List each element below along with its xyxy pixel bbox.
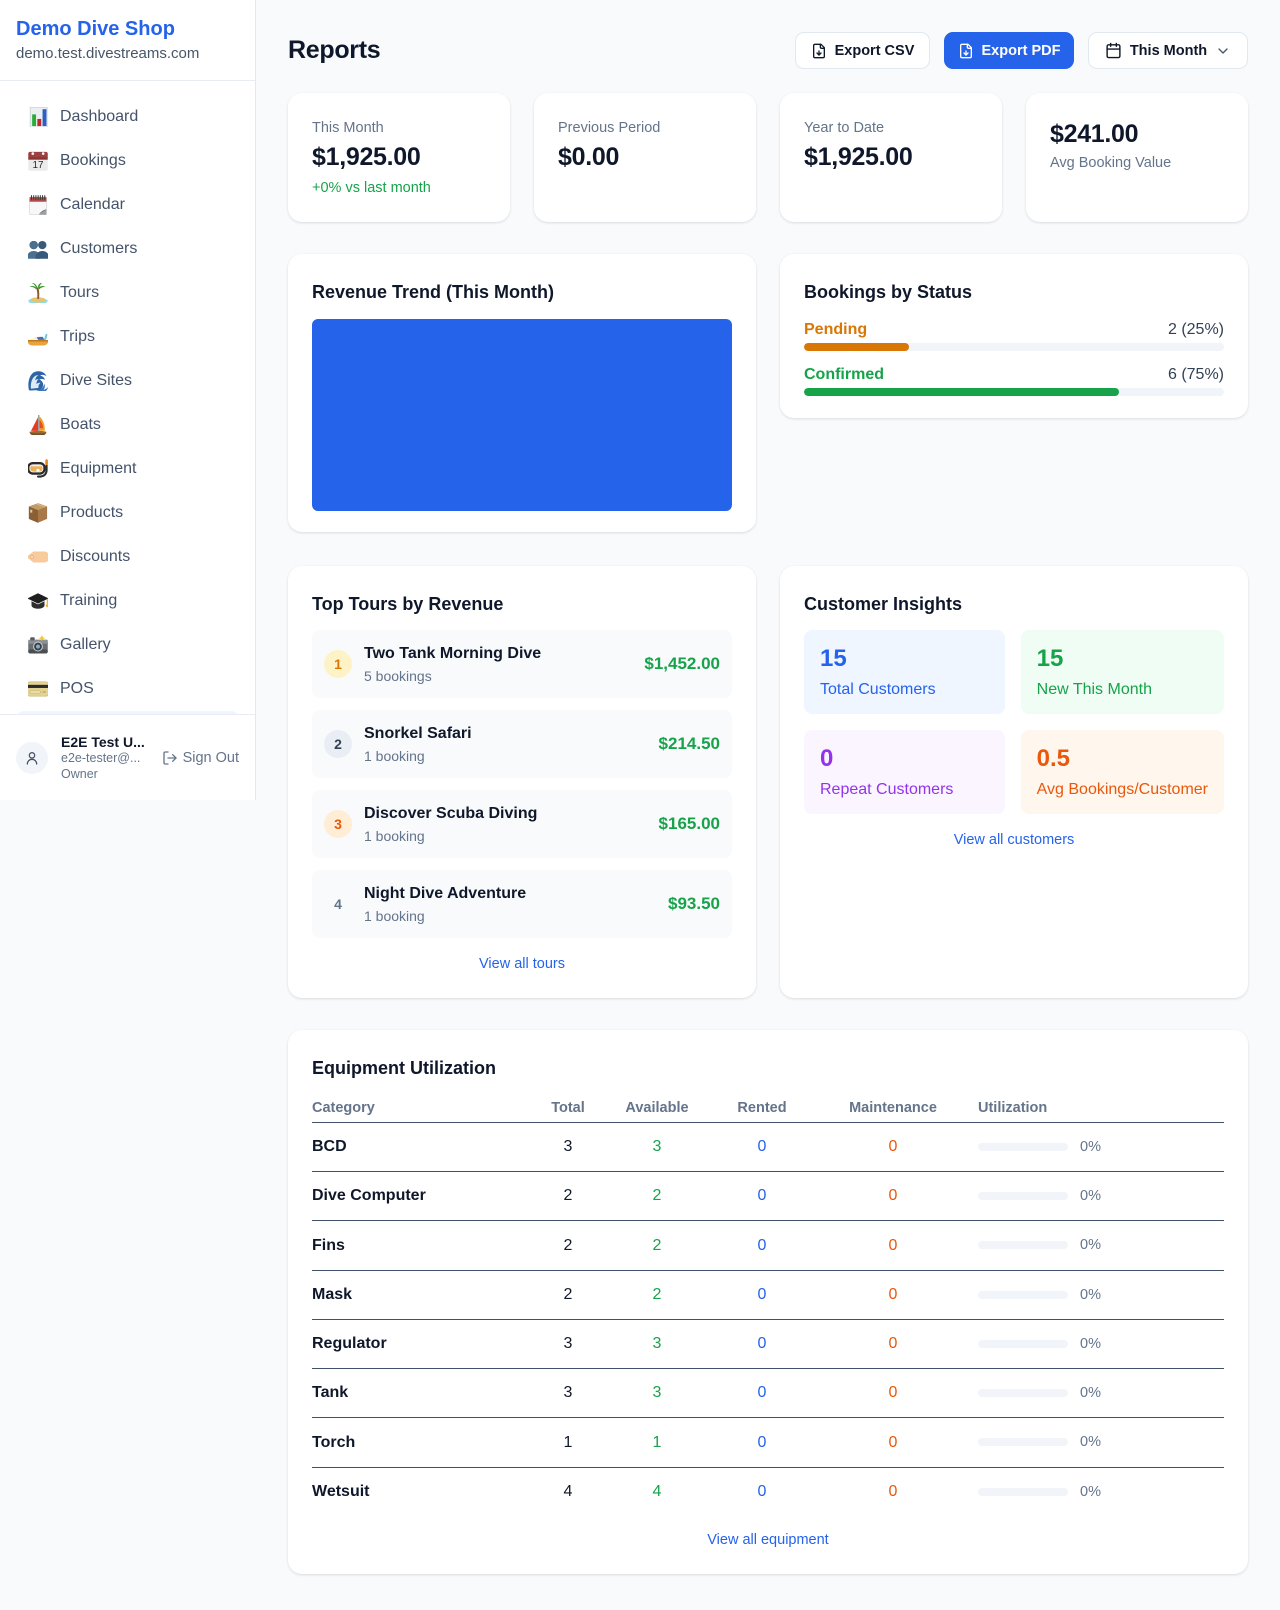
svg-text:17: 17	[33, 160, 44, 171]
